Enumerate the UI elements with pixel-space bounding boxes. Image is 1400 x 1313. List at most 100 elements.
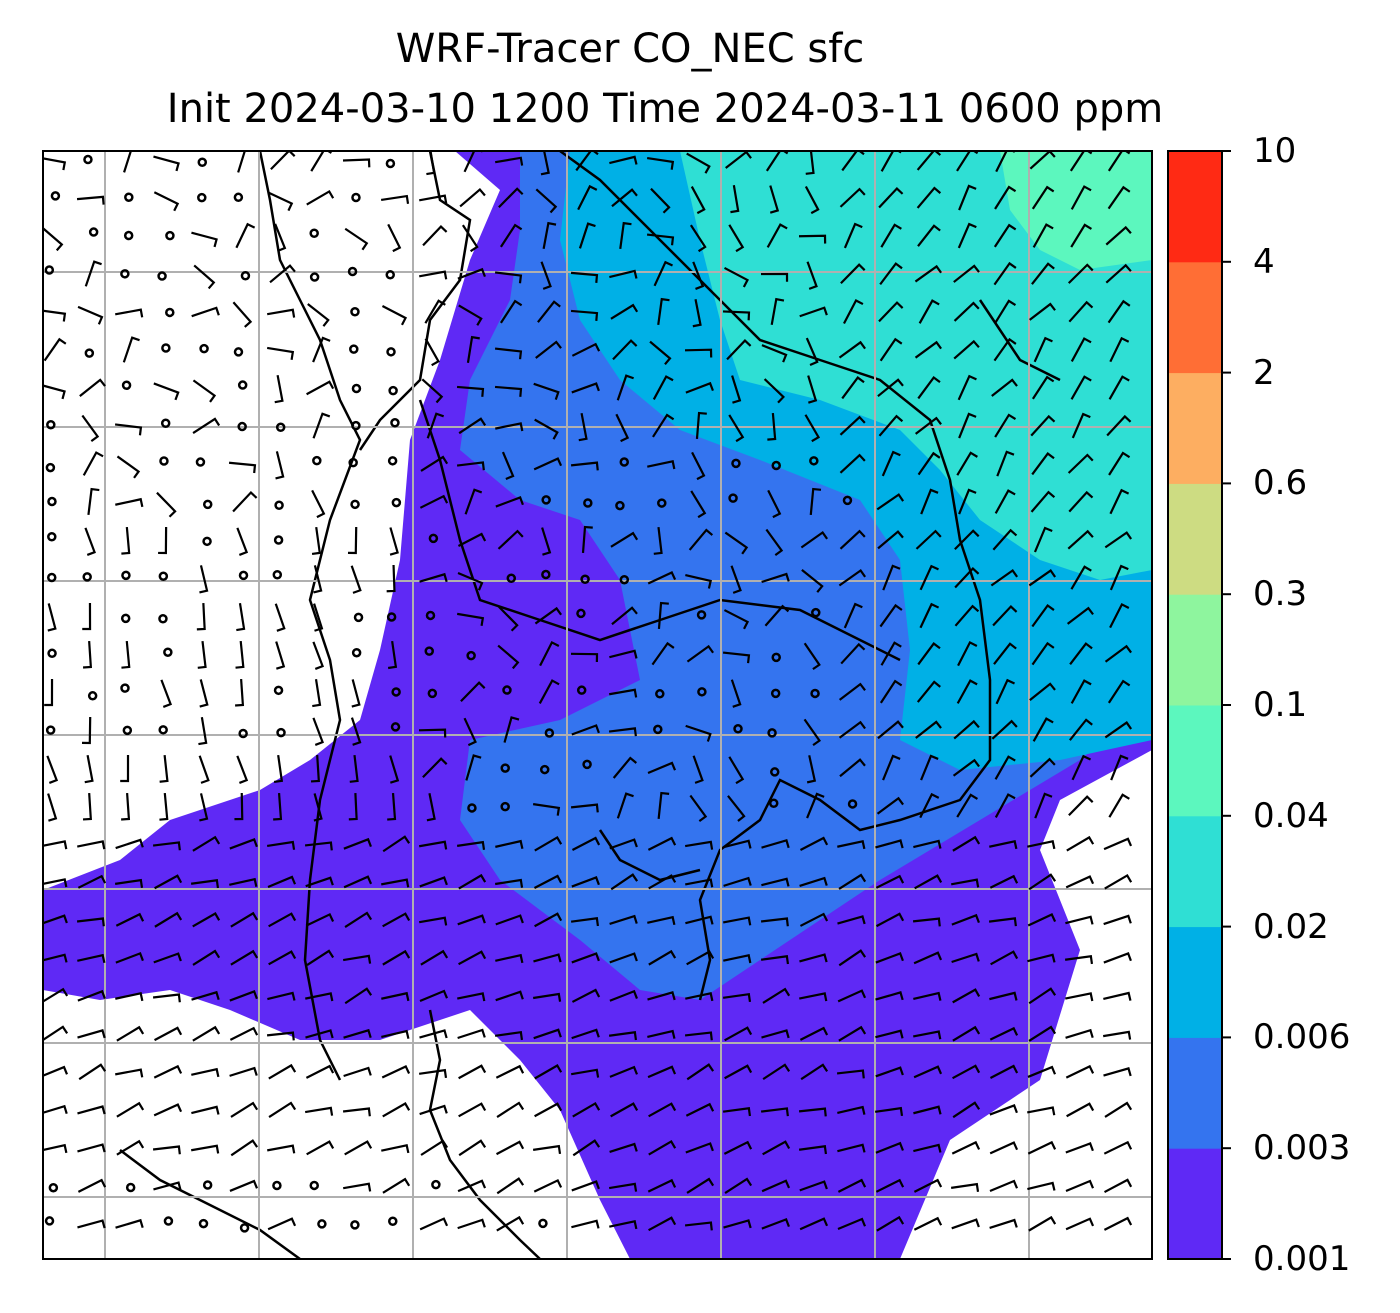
wind-barb [761,838,790,849]
wind-barb [77,1219,106,1229]
wind-barb [313,565,323,594]
calm-wind-marker [348,457,358,468]
wind-barb [989,1179,1019,1192]
wind-barb [610,531,639,548]
wind-barb [954,566,980,589]
wind-barb [648,949,677,966]
wind-barb [1102,1030,1132,1040]
wind-barb [840,263,866,285]
wind-barb [192,835,221,852]
wind-barb [464,488,483,515]
wind-barb [647,1065,677,1079]
calm-wind-marker [46,420,56,430]
wind-barb [913,991,942,1001]
calm-wind-marker [123,230,134,241]
wind-barb [989,1141,1019,1155]
wind-barb [728,224,745,253]
wind-barb [342,1107,371,1117]
calm-wind-marker [388,1216,398,1226]
wind-barb [837,839,866,850]
wind-barb [843,602,863,629]
wind-barb [991,378,1018,397]
wind-barb [571,836,601,851]
wind-barb [917,451,941,476]
wind-barb [1067,529,1094,550]
wind-barb [649,340,672,366]
wind-barb [685,915,714,925]
wind-barb [839,187,866,208]
wind-barb [952,1101,981,1119]
wind-barb [875,1029,904,1039]
wind-barb [609,649,638,659]
wind-barb [727,795,746,822]
wind-barb [236,755,249,784]
wind-barb [501,451,515,481]
wind-barb [799,306,828,318]
wind-barb [952,1025,981,1042]
wind-barb [273,754,284,784]
wind-barb [609,1220,638,1230]
wind-barb [839,758,866,778]
wind-barb [1104,644,1132,663]
wind-barb [837,1105,866,1115]
wind-barb [1068,490,1094,513]
wind-barb [877,378,904,398]
wind-barb [153,1181,182,1191]
calm-wind-marker [767,728,777,738]
calm-wind-marker [842,495,853,506]
wind-barb [1071,412,1091,439]
calm-wind-marker [582,759,592,770]
wind-barb [766,223,788,248]
wind-barb [803,718,821,747]
wind-barb [266,1031,295,1041]
wind-barb [879,679,903,704]
wind-barb [799,953,828,963]
wind-barb [79,378,106,397]
wind-barb [156,491,177,518]
wind-barb [956,679,978,704]
wind-barb [571,988,601,1003]
calm-wind-marker [82,572,92,582]
calm-wind-marker [391,687,401,697]
wind-barb [730,184,740,214]
wind-barb [991,719,1018,740]
wind-barb [570,461,599,471]
calm-wind-marker [347,266,358,277]
wind-barb [609,914,638,925]
wind-barb [875,1178,905,1193]
wind-barb [1108,793,1130,818]
wind-barb [608,1031,638,1041]
wind-barb [230,1101,259,1118]
wind-barb [956,451,978,476]
wind-barb [994,793,1016,818]
wind-barb [43,1104,68,1114]
wind-barb [1103,952,1132,964]
wind-barb [769,185,780,214]
wind-barb [989,1104,1018,1116]
wind-barb [1070,375,1092,400]
wind-barb [47,603,57,632]
wind-barb [120,754,130,783]
wind-barb [690,186,706,215]
wind-barb [989,839,1018,850]
wind-barb [875,874,905,889]
wind-barb [685,1142,714,1154]
wind-barb [1028,987,1057,1005]
wind-barb [381,305,408,326]
wind-barb [879,337,903,362]
wind-barb [838,873,867,890]
wind-barb [419,194,448,204]
wind-barb [43,953,68,963]
wind-barb [767,412,777,441]
wind-barb [420,949,449,966]
wind-barb [381,991,410,1002]
wind-barb [994,299,1017,324]
wind-barb [304,1106,334,1116]
wind-barb [723,266,749,288]
wind-barb [695,411,707,440]
wind-barb [310,754,320,783]
wind-barb [1065,1142,1094,1154]
wind-barb [918,299,940,324]
wind-barb [913,1030,942,1040]
